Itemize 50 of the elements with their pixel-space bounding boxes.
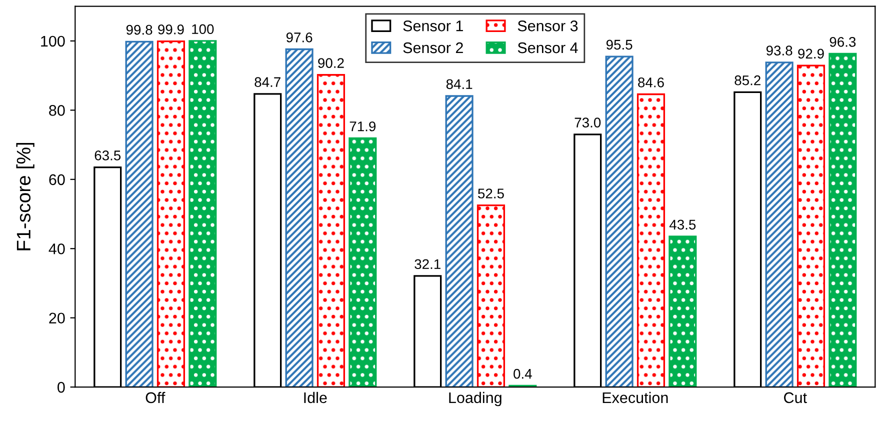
data-label: 92.9 (798, 48, 824, 59)
x-tick-label: Cut (784, 392, 807, 404)
data-label: 84.7 (254, 77, 280, 87)
legend-label: Sensor 4 (518, 42, 578, 54)
bar (765, 62, 794, 388)
data-label: 97.6 (286, 32, 312, 42)
y-tick-label: 20 (49, 312, 65, 324)
x-tick-label: Loading (449, 392, 502, 406)
x-tick-label: Off (146, 392, 166, 404)
y-tick-label: 40 (48, 243, 65, 254)
y-axis-title: F1-score [%] (16, 142, 34, 250)
data-label: 32.1 (414, 259, 440, 270)
data-label: 0.4 (514, 368, 532, 379)
bar (605, 56, 634, 388)
bar (445, 95, 474, 388)
data-label: 63.5 (94, 150, 121, 160)
bar (188, 40, 217, 388)
data-label: 100 (192, 24, 214, 34)
bar (636, 93, 666, 388)
legend-label: Sensor 2 (403, 42, 463, 54)
data-label: 52.5 (478, 188, 504, 198)
data-label: 96.3 (830, 37, 856, 47)
data-label: 90.2 (318, 58, 344, 68)
bar (348, 137, 377, 388)
data-label: 71.9 (350, 121, 376, 132)
y-tick-label: 80 (49, 105, 65, 116)
bar (476, 204, 506, 388)
data-label: 84.1 (446, 79, 472, 90)
bar (156, 40, 186, 388)
legend-label: Sensor 1 (403, 20, 463, 32)
data-label: 93.8 (766, 46, 792, 56)
data-label: 99.8 (126, 24, 152, 35)
y-tick-label: 60 (49, 174, 65, 186)
x-tick-label: Execution (602, 392, 668, 404)
data-label: 85.2 (734, 75, 760, 86)
data-label: 99.9 (158, 24, 184, 34)
bar (316, 74, 346, 388)
bar (828, 52, 857, 388)
bar (125, 40, 154, 388)
bar (285, 48, 314, 388)
data-label: 95.5 (606, 40, 632, 50)
bar (668, 236, 697, 388)
bar (796, 64, 826, 388)
y-tick-label: 0 (58, 382, 65, 393)
data-label: 84.6 (638, 78, 664, 88)
legend-label: Sensor 3 (518, 20, 578, 32)
data-label: 73.0 (574, 118, 601, 128)
data-label: 43.5 (669, 220, 696, 230)
x-tick-label: Idle (304, 392, 327, 404)
y-tick-label: 100 (41, 36, 65, 47)
